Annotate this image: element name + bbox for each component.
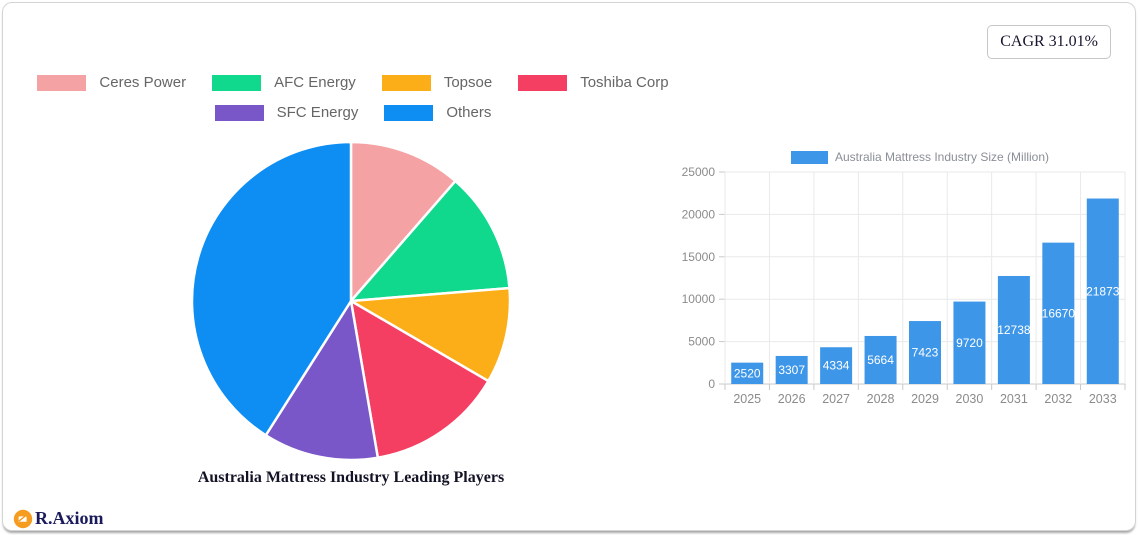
pie-legend-swatch	[381, 74, 431, 91]
x-axis-tick-label: 2033	[1089, 392, 1117, 406]
y-axis-tick-label: 5000	[688, 335, 715, 349]
cagr-badge: CAGR 31.01%	[987, 25, 1111, 59]
bar-2025[interactable]	[731, 362, 764, 384]
pie-legend-swatch	[384, 104, 434, 121]
x-axis-tick-label: 2031	[1000, 392, 1028, 406]
pie-legend-item[interactable]: Toshiba Corp	[518, 74, 669, 91]
pie-chart-title: Australia Mattress Industry Leading Play…	[197, 469, 505, 486]
bar-2032[interactable]	[1042, 242, 1075, 384]
bar-value-label: 9720	[956, 336, 983, 350]
bar-value-label: 3307	[778, 363, 805, 377]
x-axis-tick-label: 2025	[733, 392, 761, 406]
bar-2031[interactable]	[997, 275, 1030, 384]
bar-2028[interactable]	[864, 335, 897, 384]
brand-logo: R.Axiom	[13, 508, 104, 529]
bar-2029[interactable]	[909, 321, 941, 384]
pie-slice-afc-energy[interactable]	[349, 179, 511, 303]
bar-2033[interactable]	[1086, 198, 1119, 384]
pie-legend-item[interactable]: Others	[384, 104, 491, 121]
bar-2030[interactable]	[953, 301, 986, 384]
brand-name: R.Axiom	[35, 508, 104, 528]
pie-legend-item[interactable]: SFC Energy	[214, 104, 359, 121]
pie-slice-sfc-energy[interactable]	[264, 299, 380, 462]
pie-legend-label: SFC Energy	[276, 104, 359, 121]
logo-chart-doc-icon	[13, 509, 33, 528]
x-axis-tick-label: 2032	[1044, 392, 1072, 406]
pie-slice-topsoe[interactable]	[349, 286, 512, 383]
bar-value-label: 16670	[1042, 306, 1076, 320]
bar-chart: 0 5000 10000 15000 20000 25000 2520 2025 3307 202…	[682, 165, 1126, 406]
pie-slice-toshiba-corp[interactable]	[349, 299, 490, 459]
bar-value-label: 5664	[867, 353, 894, 367]
bar-legend-item[interactable]: Australia Mattress Industry Size (Millio…	[715, 150, 1125, 164]
y-axis-tick-label: 15000	[682, 250, 716, 264]
y-axis-tick-label: 10000	[682, 292, 716, 306]
bar-value-label: 7423	[912, 346, 939, 360]
pie-legend-label: Toshiba Corp	[580, 74, 669, 91]
x-axis-tick-label: 2027	[822, 392, 850, 406]
pie-legend-label: Others	[446, 104, 492, 121]
pie-legend-swatch	[37, 74, 87, 91]
pie-legend-item[interactable]: AFC Energy	[212, 74, 356, 91]
pie-legend-item[interactable]: Ceres Power	[37, 74, 186, 91]
pie-legend: Ceres Power AFC Energy Topsoe Toshiba Corp S…	[23, 74, 683, 121]
cagr-badge-label: CAGR 31.01%	[1000, 33, 1098, 50]
bar-2026[interactable]	[775, 355, 808, 384]
pie-legend-label: Ceres Power	[99, 74, 187, 91]
pie-legend-label: Topsoe	[443, 74, 493, 91]
pie-slice-ceres-power[interactable]	[349, 140, 457, 303]
x-axis-tick-label: 2026	[778, 392, 806, 406]
y-axis-tick-label: 20000	[682, 207, 716, 221]
pie-legend-swatch	[518, 74, 568, 91]
y-axis-tick-label: 25000	[682, 165, 716, 179]
bar-value-label: 21873	[1086, 284, 1120, 298]
bar-legend-swatch	[790, 150, 828, 164]
x-axis-tick-label: 2029	[911, 392, 939, 406]
bar-value-label: 4334	[823, 359, 850, 373]
pie-legend-swatch	[214, 104, 264, 121]
pie-slice-others[interactable]	[190, 140, 353, 437]
y-axis-tick-label: 0	[708, 377, 715, 391]
bar-2027[interactable]	[820, 347, 853, 384]
x-axis-tick-label: 2030	[956, 392, 984, 406]
bar-value-label: 12738	[997, 323, 1031, 337]
x-axis-tick-label: 2028	[867, 392, 895, 406]
pie-legend-item[interactable]: Topsoe	[381, 74, 493, 91]
bar-value-label: 2520	[734, 366, 761, 380]
pie-chart	[190, 140, 512, 462]
bar-legend-label: Australia Mattress Industry Size (Millio…	[834, 150, 1050, 164]
pie-legend-swatch	[212, 74, 262, 91]
pie-legend-label: AFC Energy	[274, 74, 356, 91]
